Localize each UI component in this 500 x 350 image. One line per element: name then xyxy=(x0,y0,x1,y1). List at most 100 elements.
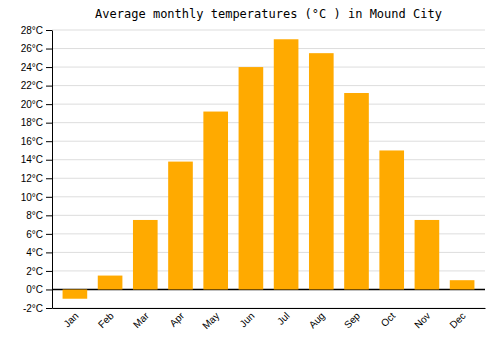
bar xyxy=(344,93,369,289)
y-tick-label: -2°C xyxy=(23,303,43,314)
grid-line xyxy=(52,141,485,142)
bar xyxy=(239,67,264,289)
grid-line xyxy=(52,159,485,160)
y-tick-label: 28°C xyxy=(21,25,43,36)
y-tick-label: 0°C xyxy=(26,284,43,295)
y-tick-mark xyxy=(46,67,52,68)
x-tick-label: Jan xyxy=(61,310,80,329)
x-tick: Jan xyxy=(61,310,80,329)
y-tick: 2°C xyxy=(26,266,52,277)
y-tick-mark xyxy=(46,308,52,309)
grid-line xyxy=(52,308,485,309)
y-tick-label: 24°C xyxy=(21,62,43,73)
grid xyxy=(52,30,485,308)
plot: -2°C 0°C 2°C 4°C 6°C 8°C 10°C 12°C 14°C 16°C 18°C 2… xyxy=(21,25,486,332)
x-tick: Jun xyxy=(237,310,256,329)
x-axis: Jan Feb Mar Apr May Jun Jul Aug Sep Oct Nov Dec xyxy=(53,309,486,332)
y-tick-label: 22°C xyxy=(21,80,43,91)
x-tick: Nov xyxy=(412,310,432,330)
y-tick-label: 12°C xyxy=(21,173,43,184)
bar xyxy=(450,280,475,289)
x-tick-label: Jun xyxy=(237,310,256,329)
y-tick: 10°C xyxy=(21,192,52,203)
x-tick-label: Apr xyxy=(167,310,186,329)
y-tick-mark xyxy=(46,86,52,87)
y-tick-label: 14°C xyxy=(21,154,43,165)
grid-line xyxy=(52,85,485,86)
y-tick-label: 6°C xyxy=(26,229,43,240)
grid-line xyxy=(52,178,485,179)
y-tick: 26°C xyxy=(21,43,52,54)
grid-line xyxy=(52,215,485,216)
y-tick-mark xyxy=(46,271,52,272)
x-tick: May xyxy=(200,310,221,331)
x-axis-line xyxy=(53,308,486,309)
bars xyxy=(63,39,475,298)
y-tick: 6°C xyxy=(26,229,52,240)
y-tick-label: 18°C xyxy=(21,117,43,128)
grid-line xyxy=(52,122,485,123)
y-tick-mark xyxy=(46,215,52,216)
x-tick-label: Nov xyxy=(412,310,432,330)
y-tick: 0°C xyxy=(26,284,52,295)
grid-line xyxy=(52,30,485,31)
y-tick: 8°C xyxy=(26,210,52,221)
x-tick: Oct xyxy=(379,310,398,329)
title: Average monthly temperatures (°C ) in Mo… xyxy=(95,7,442,21)
grid-line xyxy=(52,67,485,68)
x-tick-label: Jul xyxy=(275,310,292,327)
x-tick-label: Sep xyxy=(342,310,363,331)
y-tick-label: 16°C xyxy=(21,136,43,147)
y-axis: -2°C 0°C 2°C 4°C 6°C 8°C 10°C 12°C 14°C 16°C 18°C 2… xyxy=(21,25,53,314)
x-tick-label: May xyxy=(200,310,221,331)
grid-line xyxy=(52,104,485,105)
y-tick-mark xyxy=(46,141,52,142)
x-tick: Jul xyxy=(275,310,292,327)
x-tick-label: Feb xyxy=(96,310,116,330)
bar xyxy=(274,39,299,289)
y-tick: 18°C xyxy=(21,117,52,128)
y-tick: 22°C xyxy=(21,80,52,91)
x-tick-label: Dec xyxy=(447,310,467,330)
bar xyxy=(98,276,123,290)
y-tick-mark xyxy=(46,49,52,50)
x-tick-label: Aug xyxy=(307,310,327,330)
bar xyxy=(309,53,334,289)
y-tick-mark xyxy=(46,30,52,31)
x-tick: Dec xyxy=(447,310,467,330)
y-tick-label: 8°C xyxy=(26,210,43,221)
bar xyxy=(63,289,88,298)
y-tick: 20°C xyxy=(21,99,52,110)
x-tick: Apr xyxy=(167,310,186,329)
x-tick-label: Oct xyxy=(379,310,398,329)
bar xyxy=(168,162,193,290)
bar xyxy=(379,150,404,289)
x-tick-label: Mar xyxy=(131,310,151,330)
x-tick: Sep xyxy=(342,310,363,331)
grid-line xyxy=(52,48,485,49)
y-tick: 16°C xyxy=(21,136,52,147)
y-tick: 14°C xyxy=(21,154,52,165)
grid-line xyxy=(52,196,485,197)
bar xyxy=(133,220,158,290)
bar xyxy=(415,220,440,290)
y-tick: 12°C xyxy=(21,173,52,184)
y-tick-label: 26°C xyxy=(21,43,43,54)
y-tick-mark xyxy=(46,123,52,124)
x-tick: Mar xyxy=(131,310,151,330)
x-tick: Aug xyxy=(307,310,327,330)
y-tick-label: 4°C xyxy=(26,247,43,258)
y-tick: 24°C xyxy=(21,62,52,73)
y-tick-mark xyxy=(46,104,52,105)
y-tick-mark xyxy=(46,197,52,198)
y-axis-line xyxy=(52,31,53,309)
y-tick: 28°C xyxy=(21,25,52,36)
bar xyxy=(203,112,228,290)
y-tick-mark xyxy=(46,234,52,235)
y-tick-label: 10°C xyxy=(21,192,43,203)
y-tick-mark xyxy=(46,178,52,179)
y-tick: 4°C xyxy=(26,247,52,258)
y-tick-mark xyxy=(46,160,52,161)
y-tick-label: 20°C xyxy=(21,99,43,110)
y-tick-label: 2°C xyxy=(26,266,43,277)
